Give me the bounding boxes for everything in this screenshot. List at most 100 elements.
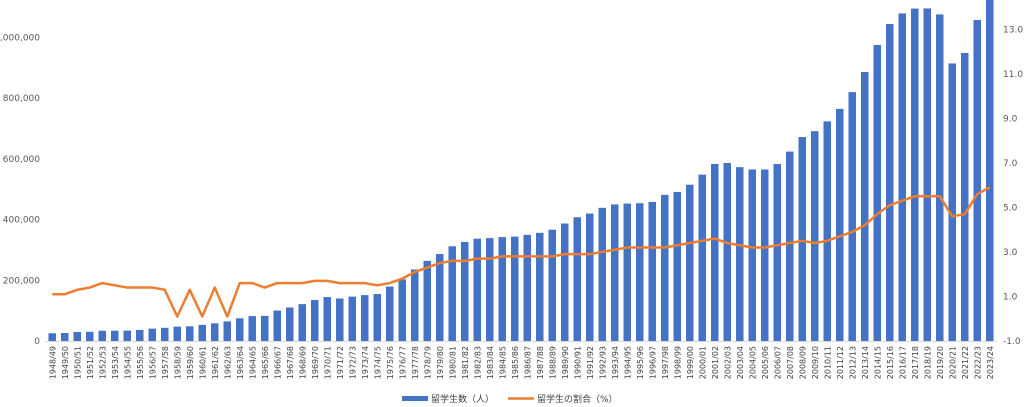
bar (248, 316, 256, 341)
bar (461, 241, 469, 341)
bar (161, 327, 169, 341)
x-tick-label: 2013/14 (861, 346, 870, 379)
bar (673, 191, 681, 341)
x-tick-label: 1957/58 (161, 346, 170, 379)
bar (48, 333, 56, 341)
x-tick-label: 1969/70 (311, 346, 320, 379)
x-tick-label: 1990/91 (573, 346, 582, 379)
legend: 留学生数（人） 留学生の割合（%） (402, 393, 618, 405)
bar (898, 13, 906, 341)
bar (586, 213, 594, 341)
x-tick-label: 2018/19 (923, 346, 932, 379)
x-tick-label: 1964/65 (248, 346, 257, 379)
x-tick-label: 1973/74 (361, 346, 370, 379)
bar (711, 163, 719, 341)
bar (86, 331, 94, 341)
legend-label-bars: 留学生数（人） (431, 393, 494, 405)
x-tick-label: 1959/60 (186, 346, 195, 379)
y-left-tick-label: 200,000 (3, 276, 40, 286)
x-tick-label: 1995/96 (636, 346, 645, 379)
bar-series (48, 0, 994, 342)
x-tick-label: 1949/50 (61, 346, 70, 379)
bar (398, 279, 406, 341)
bar (723, 162, 731, 341)
bar (573, 217, 581, 341)
x-tick-label: 2023/24 (986, 346, 995, 379)
x-tick-label: 1970/71 (323, 346, 332, 379)
y-left-tick-label: 0 (34, 337, 40, 347)
x-tick-label: 1961/62 (211, 346, 220, 379)
x-tick-label: 1996/97 (648, 346, 657, 379)
bar (973, 19, 981, 342)
x-tick-label: 1991/92 (586, 346, 595, 379)
x-tick-label: 1983/84 (486, 346, 495, 379)
x-tick-label: 1967/68 (286, 346, 295, 379)
x-tick-label: 2001/02 (711, 346, 720, 379)
y-left-tick-label: 800,000 (3, 94, 40, 104)
x-tick-label: 2006/07 (773, 346, 782, 379)
bar (648, 201, 656, 341)
x-tick-label: 1976/77 (398, 346, 407, 379)
x-tick-label: 1960/61 (198, 346, 207, 379)
bar (911, 8, 919, 342)
bar (423, 260, 431, 341)
x-tick-label: 1979/80 (436, 346, 445, 379)
x-tick-label: 1972/73 (348, 346, 357, 379)
x-tick-label: 1956/57 (148, 346, 157, 379)
bar (186, 326, 194, 341)
x-tick-label: 1998/99 (673, 346, 682, 379)
legend-swatch-bars (402, 396, 428, 401)
x-tick-label: 1989/90 (561, 346, 570, 379)
bar (961, 52, 969, 341)
y-right-axis: -1.0 1.0 3.0 5.0 7.0 9.0 11.0 13.0 (1003, 25, 1023, 347)
x-tick-label: 1993/94 (611, 346, 620, 379)
bar (236, 318, 244, 341)
x-tick-label: 2000/01 (698, 346, 707, 379)
y-right-tick-label: 9.0 (1003, 114, 1018, 124)
y-right-tick-label: -1.0 (1003, 337, 1021, 347)
x-tick-label: 1965/66 (261, 346, 270, 379)
x-tick-label: 2008/09 (798, 346, 807, 379)
bar (623, 203, 631, 341)
x-tick-label: 1971/72 (336, 346, 345, 379)
y-right-tick-label: 13.0 (1003, 25, 1023, 35)
bar (698, 174, 706, 341)
bar (198, 324, 206, 341)
x-tick-label: 1974/75 (373, 346, 382, 379)
x-axis: 1948/49 1949/50 1950/51 1951/52 1952/53 1953/… (46, 341, 996, 379)
x-tick-label: 2014/15 (873, 346, 882, 379)
bar (173, 326, 181, 341)
bar (661, 194, 669, 341)
x-tick-label: 2012/13 (848, 346, 857, 379)
x-tick-label: 1952/53 (98, 346, 107, 379)
x-tick-label: 1997/98 (661, 346, 670, 379)
bar (361, 295, 369, 341)
x-tick-label: 1977/78 (411, 346, 420, 379)
x-tick-label: 2016/17 (898, 346, 907, 379)
bar (386, 286, 394, 341)
x-tick-label: 2002/03 (723, 346, 732, 379)
bar (886, 24, 894, 342)
x-tick-label: 2020/21 (948, 346, 957, 379)
bar (836, 108, 844, 341)
x-tick-label: 2019/20 (936, 346, 945, 379)
y-right-tick-label: 11.0 (1003, 70, 1023, 80)
ratio-line (52, 186, 991, 318)
x-tick-label: 2011/12 (836, 346, 845, 379)
x-tick-label: 1999/00 (686, 346, 695, 379)
x-tick-label: 1948/49 (48, 346, 57, 379)
x-tick-label: 2010/11 (823, 346, 832, 379)
bar (148, 328, 156, 341)
x-tick-label: 1981/82 (461, 346, 470, 379)
bar (598, 207, 606, 341)
bar (686, 184, 694, 341)
y-right-tick-label: 5.0 (1003, 203, 1018, 213)
bar (798, 137, 806, 341)
bar (498, 237, 506, 341)
bar (773, 163, 781, 341)
bar (523, 234, 531, 341)
x-tick-label: 2017/18 (911, 346, 920, 379)
x-tick-label: 1950/51 (73, 346, 82, 379)
x-tick-label: 1986/87 (523, 346, 532, 379)
bar (936, 14, 944, 341)
